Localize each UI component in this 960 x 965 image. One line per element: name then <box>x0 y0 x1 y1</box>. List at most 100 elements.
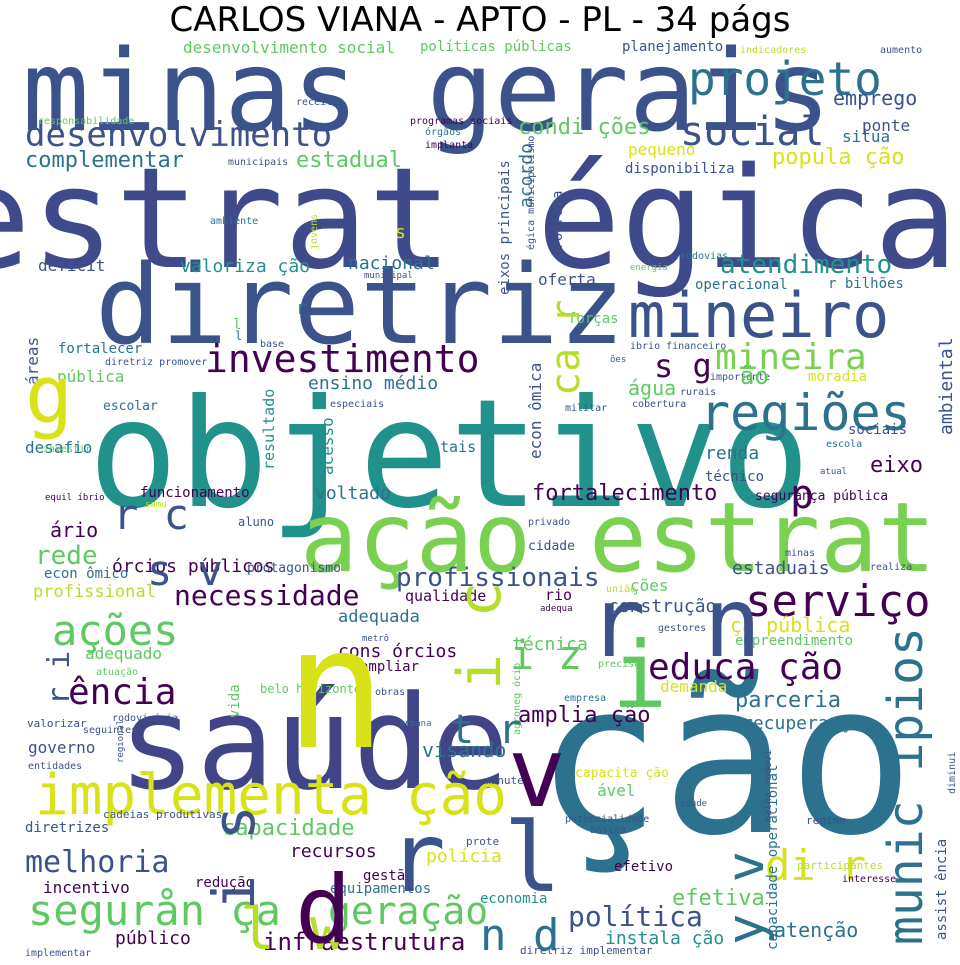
cloud-word-econ-omico: econ ômico <box>44 566 129 582</box>
cloud-word-r-i: r i <box>42 650 77 705</box>
cloud-word-basica: básica <box>590 825 627 836</box>
cloud-word-economia: economia <box>480 891 548 907</box>
cloud-word-publica: pública <box>57 367 125 386</box>
cloud-word-ampliar: ampliar <box>360 659 420 675</box>
cloud-word-participantes: participantes <box>797 859 884 872</box>
cloud-word-forcas: forças <box>568 311 619 327</box>
cloud-word-ca-r: ca r <box>543 299 589 396</box>
cloud-word-regime: regime <box>806 814 846 827</box>
cloud-word-profissional: profissional <box>33 582 156 602</box>
cloud-word-visando: visando <box>422 738 507 762</box>
cloud-word-vida: vida <box>227 684 243 718</box>
cloud-word-ensino-medio: ensino médio <box>308 373 439 394</box>
cloud-word-seguintes: seguintes <box>83 725 138 736</box>
cloud-word-adequa: adequa <box>540 604 573 614</box>
cloud-word-atuacao: atuação <box>96 667 139 678</box>
cloud-word-tecnico: técnico <box>705 469 765 485</box>
cloud-word-acesso: acesso <box>318 417 337 475</box>
cloud-word-protagonismo: protagonismo <box>247 561 341 576</box>
cloud-word-desenvolvimento: desenvolvimento <box>25 115 333 155</box>
cloud-word-aumento: aumento <box>880 45 923 56</box>
cloud-word-condi-coes: condi ções <box>518 115 651 140</box>
cloud-word-s-g: s g <box>654 347 712 385</box>
cloud-word-interesse: interesse <box>842 874 897 885</box>
cloud-word-energia: energia <box>630 263 668 273</box>
cloud-word-r-n: r n <box>588 567 762 679</box>
cloud-word-reducao: redução <box>195 875 255 891</box>
cloud-word-sociais: sociais <box>848 422 908 438</box>
cloud-word-i: i <box>612 622 668 729</box>
cloud-word-infraestrutura: infraestrutura <box>263 928 466 956</box>
cloud-word-estrat-egica: estrat égica <box>0 138 958 301</box>
cloud-word-l: l <box>235 329 243 343</box>
cloud-word-tecnica: técnica <box>512 634 588 655</box>
cloud-word-v: v <box>508 717 566 829</box>
cloud-word-belo-horizonte: belo horizonte <box>260 682 362 696</box>
cloud-word-seguran-ca: segurån ça <box>28 886 281 935</box>
cloud-word-educa-cao: educa ção <box>648 647 844 688</box>
cloud-word-ambiental: ambiental <box>936 337 957 435</box>
cloud-word-acao-estrat: ação estrat <box>300 482 936 594</box>
cloud-word-eixos-principais: eixos principais <box>497 160 513 295</box>
cloud-word-d: d <box>295 856 352 965</box>
cloud-word-equil-ibrio: equil íbrio <box>45 493 105 503</box>
cloud-word-escolar: escolar <box>103 399 158 414</box>
cloud-word-egica-municipalismo: égica municipalismo <box>526 135 537 250</box>
cloud-word-regioes: regiões <box>700 384 911 442</box>
cloud-word-s-v: s v <box>147 546 223 595</box>
cloud-word-jovens: jovens <box>309 213 320 250</box>
cloud-word-responsabilidade: responsabilidade <box>38 116 135 127</box>
cloud-word-popula-cao: popula ção <box>772 145 905 170</box>
cloud-word-g: g <box>25 348 74 441</box>
cloud-word-orcios-publicos: órcios públicos <box>112 556 275 577</box>
cloud-word-diretriz-promover: diretriz promover <box>105 357 208 368</box>
cloud-word-metro: metrô <box>362 634 390 644</box>
cloud-word-base: base <box>260 339 285 350</box>
cloud-word-recursos: recursos <box>290 841 377 862</box>
cloud-word-n: n <box>285 591 387 787</box>
cloud-word-rede: rede <box>35 541 98 571</box>
cloud-word-implementa-cao: implementa ção <box>35 763 508 828</box>
cloud-word-rio: rio <box>545 586 573 604</box>
cloud-word-privado: privado <box>528 517 571 528</box>
cloud-word-mineira: mineira <box>715 337 867 378</box>
cloud-word-manuten: manuten <box>484 774 531 787</box>
cloud-word-municipal: municipal <box>364 271 413 281</box>
cloud-word-atendimento: atendimento <box>720 250 893 280</box>
cloud-word-moradia: moradia <box>808 369 868 385</box>
cloud-word-samu: samu <box>145 500 167 510</box>
cloud-word-implementar: implementar <box>25 948 92 959</box>
cloud-word-aluno: aluno <box>238 515 275 529</box>
cloud-word-diretriz: diretriz <box>95 241 625 369</box>
cloud-word-diretriz-implementar: diretriz implementar <box>520 944 653 957</box>
cloud-word-voltado: voltado <box>315 483 391 504</box>
cloud-word-eixo: eixo <box>870 453 923 478</box>
cloud-word-desenvolvimento-social: desenvolvimento social <box>183 38 395 57</box>
cloud-word-operacional: operacional <box>695 277 788 293</box>
cloud-word-oferta: oferta <box>538 270 596 289</box>
cloud-word-profissionais: profissionais <box>396 563 600 593</box>
cloud-word-pequeno: pequeno <box>628 140 696 159</box>
page-title: CARLOS VIANA - APTO - PL - 34 págs <box>169 0 791 40</box>
cloud-word-ario: ário <box>50 518 99 542</box>
cloud-word-politica: política <box>568 900 703 933</box>
cloud-word-r-c: r c <box>113 490 189 539</box>
cloud-word-geracao: geração <box>328 889 489 933</box>
cloud-word-l: l <box>233 317 242 333</box>
cloud-word-realiza: realiza <box>870 562 913 573</box>
cloud-word-s: s <box>395 222 406 243</box>
cloud-word-ambiente: ambiente <box>210 216 259 227</box>
cloud-word-empresa: empresa <box>564 693 607 704</box>
cloud-word-parceria: parceria <box>735 688 841 713</box>
cloud-word-planejamento: planejamento <box>622 39 724 55</box>
cloud-word-policia: polícia <box>426 846 502 867</box>
cloud-word-p: p <box>790 472 815 518</box>
cloud-word-valoriza-cao: valoriza ção <box>180 256 311 277</box>
cloud-word-acoes: ações <box>52 606 179 655</box>
cloud-word-capacita-cao: capacita ção <box>575 766 669 781</box>
cloud-word-nacional: nacional <box>348 253 435 274</box>
cloud-word-seguranca-publica: segurança pública <box>755 489 889 504</box>
cloud-word-y-v: y v <box>716 851 776 945</box>
cloud-word-obras: obras <box>375 687 406 698</box>
